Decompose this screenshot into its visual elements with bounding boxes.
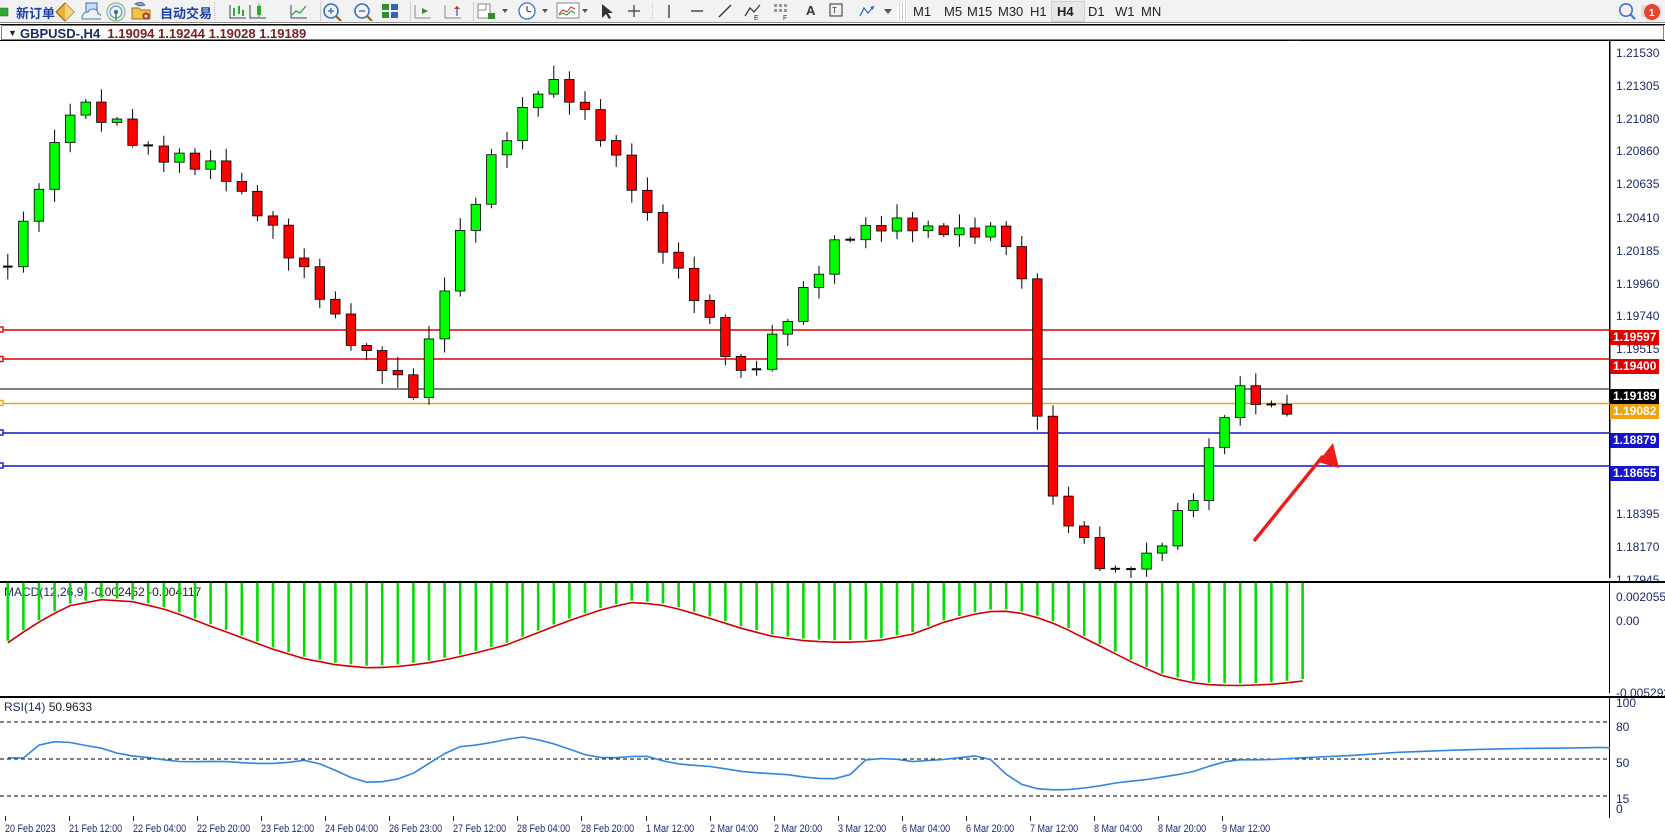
svg-text:T: T [832, 6, 837, 15]
svg-text:F: F [783, 15, 787, 21]
svg-text:E: E [754, 15, 759, 21]
svg-text:1: 1 [1649, 8, 1655, 19]
